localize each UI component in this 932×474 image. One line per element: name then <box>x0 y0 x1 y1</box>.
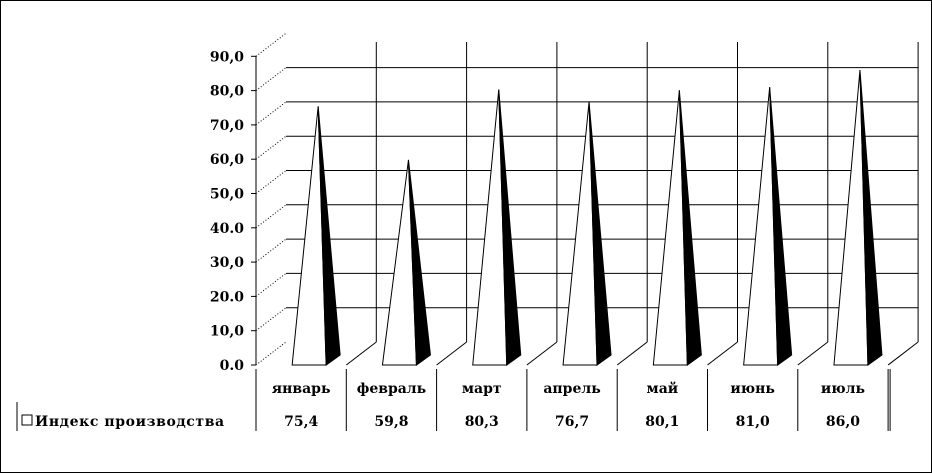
bar-shadow-face <box>588 101 612 366</box>
y-tick-label: 20.0 <box>210 289 244 305</box>
y-tick-label: 80,0 <box>210 84 244 100</box>
y-tick-label: 10,0 <box>210 324 244 340</box>
bar-shadow-face <box>859 69 883 366</box>
x-category-label: июль <box>821 381 865 397</box>
bar-shadow-face <box>678 90 702 366</box>
floor-diagonal <box>616 341 648 366</box>
x-category-label: апрель <box>543 381 600 397</box>
floor-diagonal <box>707 341 738 366</box>
gridline-side-dotted <box>255 273 287 297</box>
gridline-side-dotted <box>255 101 287 126</box>
y-tick-label: 40.0 <box>210 221 244 237</box>
bars <box>291 69 883 366</box>
x-category-label: январь <box>272 381 331 397</box>
floor-diagonal <box>345 341 377 366</box>
bar-shadow-face <box>407 159 431 366</box>
legend-label: Индекс производства <box>35 414 225 430</box>
gridline-side-dotted <box>255 32 287 57</box>
y-tick-label: 70,0 <box>210 118 244 134</box>
data-table-value: 80,3 <box>465 414 499 430</box>
floor-diagonal <box>526 341 558 366</box>
data-table-value: 86,0 <box>826 414 860 430</box>
data-table-value: 75,4 <box>284 414 318 430</box>
floor-diagonal <box>797 341 829 366</box>
x-category-label: июнь <box>730 381 775 397</box>
gridline-side-dotted <box>255 238 287 263</box>
gridline-side-dotted <box>255 170 287 194</box>
legend-swatch <box>21 414 33 426</box>
gridline-side-dotted <box>255 135 287 160</box>
y-axis: 0.0 10,0 20.0 30,0 40.0 50,0 60,0 70,0 80,0 90,0 <box>210 49 257 374</box>
data-table-value: 76,7 <box>555 414 589 430</box>
data-table-value: 59,8 <box>374 414 408 430</box>
data-table-value: 81,0 <box>736 414 770 430</box>
y-tick-label: 50,0 <box>210 187 244 203</box>
gridline-side-dotted <box>255 67 287 91</box>
gridline-side-dotted <box>255 204 287 229</box>
bar-shadow-face <box>769 87 793 366</box>
y-tick-label: 30,0 <box>210 255 244 271</box>
gridline-side-dotted <box>255 341 287 366</box>
y-tick-label: 60,0 <box>210 152 244 168</box>
y-tick-label: 90,0 <box>210 49 244 65</box>
gridline-side-dotted <box>255 307 287 332</box>
data-table: январь 75,4 февраль 59,8 март 80,3 апрель 76,7 м… <box>16 369 891 431</box>
bar-shadow-face <box>498 89 522 366</box>
plot-grid <box>255 32 919 366</box>
floor-diagonal <box>436 341 467 366</box>
y-tick-label: 0.0 <box>220 358 245 374</box>
floor-diagonal <box>887 341 919 366</box>
x-category-label: май <box>647 380 679 397</box>
x-category-label: март <box>462 381 502 397</box>
bar-shadow-face <box>317 106 341 366</box>
data-table-value: 80,1 <box>645 414 679 430</box>
x-category-label: февраль <box>357 381 427 397</box>
